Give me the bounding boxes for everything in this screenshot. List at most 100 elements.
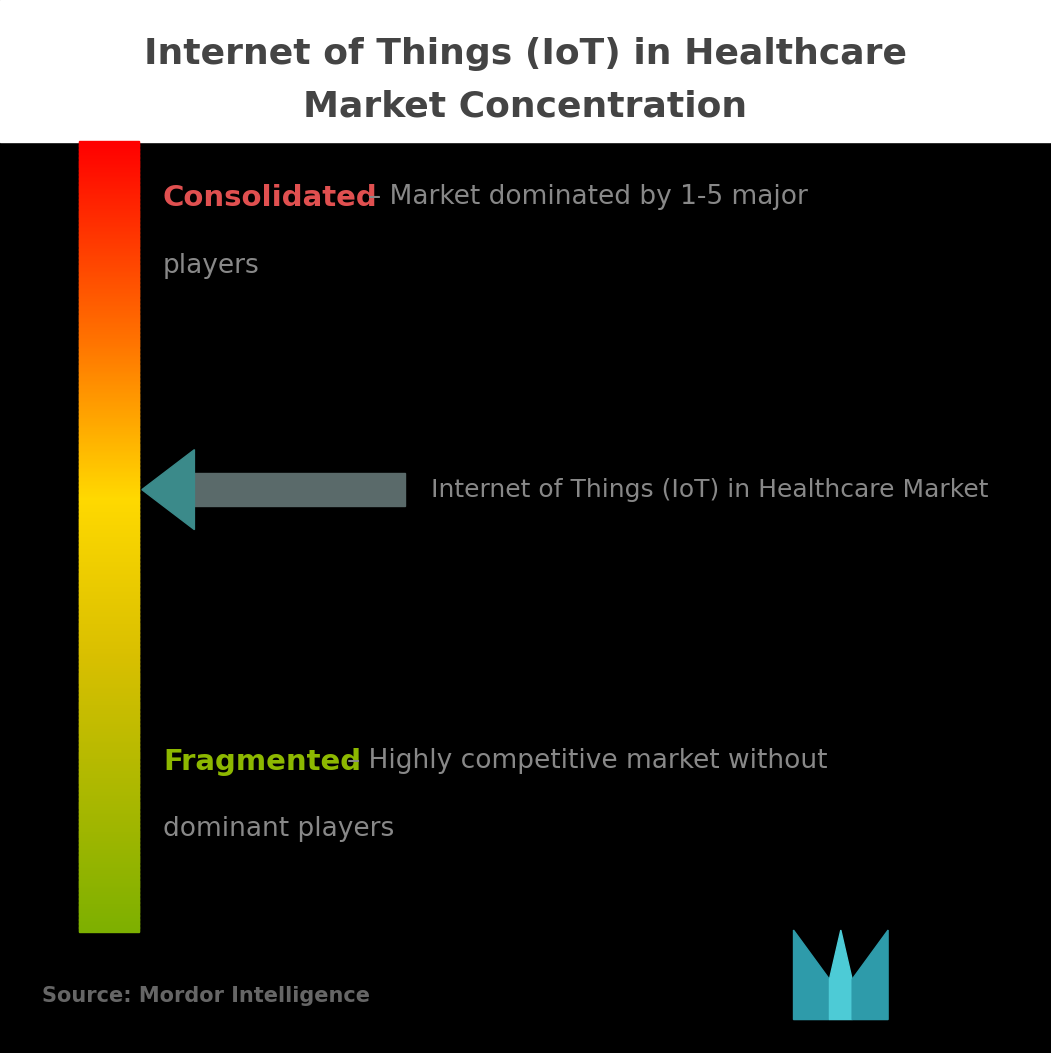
Bar xyxy=(79,569,139,571)
Bar xyxy=(79,326,139,329)
Bar xyxy=(79,789,139,791)
Bar xyxy=(79,762,139,764)
Bar xyxy=(79,341,139,343)
Bar xyxy=(79,468,139,470)
Bar xyxy=(79,238,139,241)
Bar xyxy=(79,395,139,397)
Bar xyxy=(79,561,139,563)
Bar xyxy=(79,277,139,279)
Bar xyxy=(79,595,139,597)
Bar xyxy=(79,790,139,792)
Bar xyxy=(79,830,139,832)
Bar xyxy=(79,643,139,647)
Bar xyxy=(79,225,139,227)
Bar xyxy=(79,350,139,352)
Bar xyxy=(79,630,139,632)
Bar xyxy=(79,877,139,879)
Bar xyxy=(79,672,139,674)
Bar xyxy=(79,400,139,402)
Bar xyxy=(79,150,139,152)
Bar xyxy=(79,930,139,932)
Bar xyxy=(79,806,139,809)
Bar xyxy=(79,889,139,891)
Bar xyxy=(79,388,139,390)
Bar xyxy=(79,445,139,448)
Bar xyxy=(79,381,139,383)
Bar xyxy=(79,788,139,790)
Bar xyxy=(79,518,139,520)
Bar xyxy=(79,733,139,736)
Bar xyxy=(79,286,139,289)
Text: Consolidated: Consolidated xyxy=(163,184,377,213)
Bar xyxy=(79,520,139,522)
Bar xyxy=(79,804,139,807)
Bar xyxy=(79,690,139,693)
Bar xyxy=(79,184,139,187)
Bar xyxy=(79,906,139,908)
Bar xyxy=(79,553,139,556)
Bar xyxy=(79,157,139,159)
Bar xyxy=(79,874,139,876)
Bar xyxy=(79,336,139,338)
Bar xyxy=(79,291,139,294)
Bar xyxy=(79,237,139,239)
Bar xyxy=(79,811,139,813)
Bar xyxy=(79,682,139,684)
Bar xyxy=(79,761,139,763)
Bar xyxy=(79,810,139,812)
Bar xyxy=(79,920,139,922)
Bar xyxy=(79,676,139,678)
Bar xyxy=(79,846,139,848)
Bar xyxy=(79,773,139,775)
Bar xyxy=(79,582,139,584)
Bar xyxy=(79,778,139,780)
Bar xyxy=(79,232,139,235)
Bar xyxy=(79,360,139,362)
Bar xyxy=(79,756,139,758)
Bar xyxy=(79,434,139,436)
Bar xyxy=(79,172,139,174)
Bar xyxy=(79,274,139,276)
Bar xyxy=(79,607,139,610)
Bar xyxy=(79,716,139,718)
Bar xyxy=(79,332,139,335)
Bar xyxy=(79,863,139,866)
Bar xyxy=(79,848,139,851)
Bar xyxy=(79,699,139,701)
Bar xyxy=(79,536,139,538)
Bar xyxy=(79,621,139,623)
Bar xyxy=(79,615,139,617)
Bar xyxy=(79,372,139,374)
Bar xyxy=(79,257,139,259)
Bar xyxy=(79,196,139,199)
Bar xyxy=(79,609,139,611)
Bar xyxy=(79,656,139,658)
Bar xyxy=(79,397,139,399)
Bar xyxy=(79,493,139,495)
Bar xyxy=(79,240,139,242)
Bar xyxy=(79,815,139,817)
Bar xyxy=(79,623,139,625)
Bar xyxy=(79,448,139,451)
Bar xyxy=(79,688,139,690)
Bar xyxy=(79,473,139,475)
Bar xyxy=(79,711,139,714)
Bar xyxy=(79,416,139,418)
Bar xyxy=(79,449,139,452)
Bar xyxy=(79,194,139,196)
Bar xyxy=(79,258,139,260)
Bar xyxy=(79,162,139,164)
Bar xyxy=(79,752,139,754)
Bar xyxy=(79,847,139,849)
Bar xyxy=(79,861,139,863)
Bar xyxy=(79,506,139,510)
Bar xyxy=(79,914,139,916)
Bar xyxy=(79,477,139,479)
Bar xyxy=(79,651,139,653)
Bar xyxy=(79,415,139,417)
Bar xyxy=(79,419,139,421)
Bar xyxy=(79,151,139,153)
Bar xyxy=(79,574,139,577)
Bar xyxy=(79,347,139,350)
Bar xyxy=(79,632,139,634)
